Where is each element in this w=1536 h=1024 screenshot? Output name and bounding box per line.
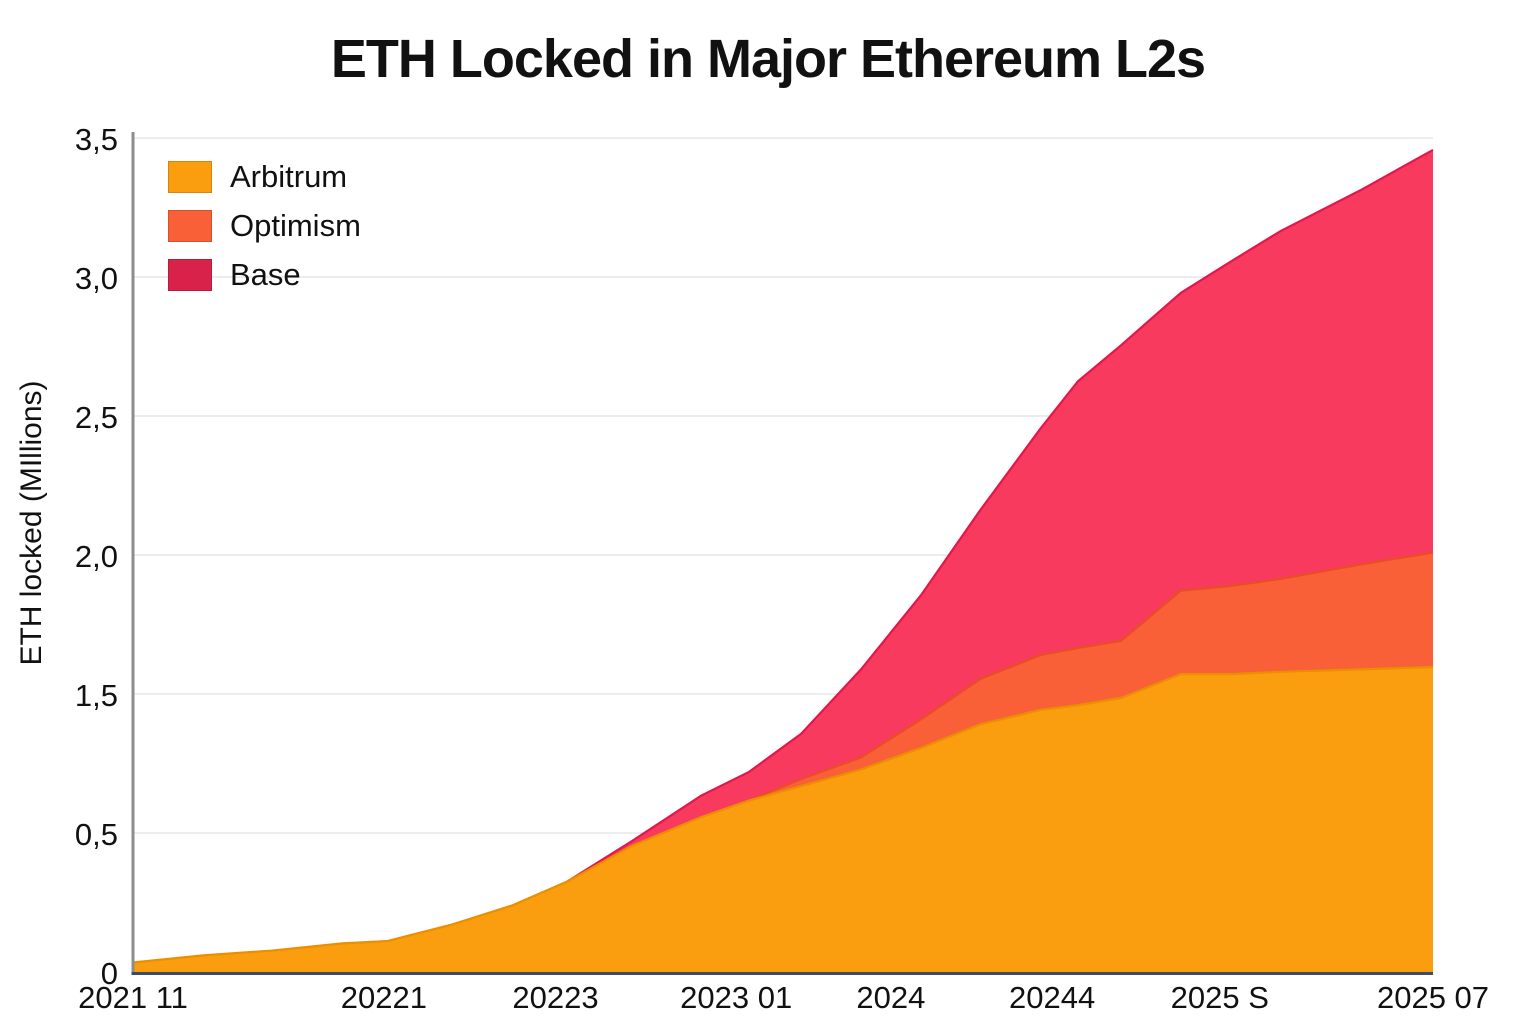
x-tick-label: 2023 01 <box>680 980 793 1015</box>
legend-item-optimism: Optimism <box>168 208 361 243</box>
chart-title: ETH Locked in Major Ethereum L2s <box>330 29 1206 89</box>
legend-swatch-optimism <box>168 210 212 242</box>
x-tick-label: 20221 <box>340 980 427 1015</box>
y-tick-label: 0,5 <box>74 817 118 852</box>
edge-arbitrum <box>132 665 1434 964</box>
x-tick-label: 2025 S <box>1170 980 1269 1015</box>
legend-item-arbitrum: Arbitrum <box>168 159 361 194</box>
x-tick-label: 2021 11 <box>78 980 188 1015</box>
area-arbitrum <box>133 667 1433 972</box>
x-tick-label: 2025 07 <box>1376 980 1490 1015</box>
legend-swatch-base <box>168 259 212 291</box>
y-tick-label: 2,5 <box>74 400 118 435</box>
y-tick-label: 3,0 <box>74 261 118 296</box>
x-tick-label: 2024 <box>856 980 926 1015</box>
y-tick-label: 0 <box>100 956 118 991</box>
x-tick-label: 20244 <box>1008 980 1096 1015</box>
legend-label: Optimism <box>230 208 361 243</box>
y-tick-label: 2,0 <box>74 539 118 574</box>
edge-base <box>566 148 1434 883</box>
legend-item-base: Base <box>168 257 361 292</box>
legend-label: Base <box>230 257 301 292</box>
y-tick-label: 1,5 <box>74 678 118 713</box>
legend-swatch-arbitrum <box>168 161 212 193</box>
y-tick-label: 3,5 <box>74 122 118 157</box>
legend-label: Arbitrum <box>230 159 348 194</box>
edge-optimism <box>748 551 1434 802</box>
x-tick-label: 20223 <box>512 980 599 1015</box>
legend: Arbitrum Optimism Base <box>168 159 361 307</box>
